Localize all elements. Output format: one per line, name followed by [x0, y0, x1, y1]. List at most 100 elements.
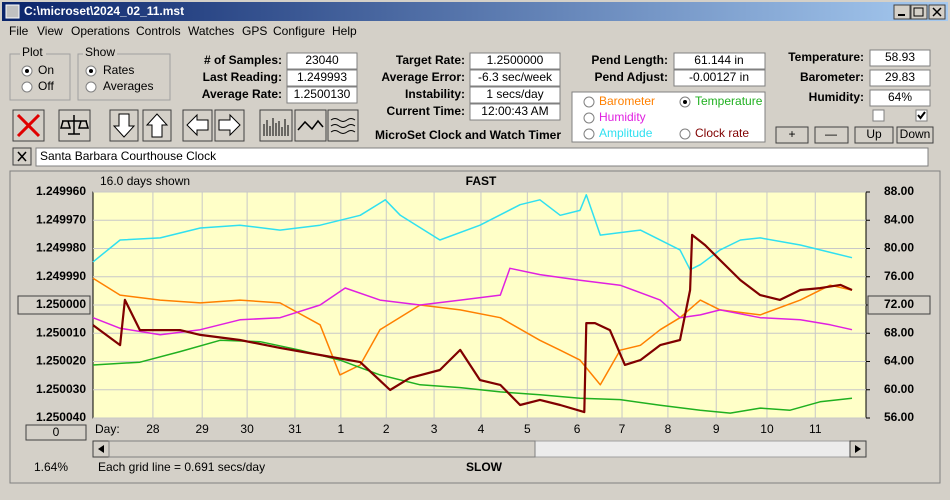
maximize-button[interactable] — [910, 4, 928, 20]
scroll-thumb[interactable] — [108, 440, 536, 458]
legend-label[interactable]: Barometer — [599, 94, 655, 108]
minimize-button[interactable] — [893, 4, 911, 20]
field-label: Average Error: — [381, 70, 465, 84]
radio-label[interactable]: Off — [38, 79, 54, 93]
field-value: 29.83 — [885, 70, 915, 84]
field-value: 64% — [888, 90, 912, 104]
radio-button[interactable] — [679, 128, 691, 140]
field-value: -0.00127 in — [689, 70, 749, 84]
button-label[interactable]: — — [825, 127, 837, 141]
offset-label[interactable]: 0 — [53, 425, 60, 439]
field-value: 1.2500000 — [487, 53, 544, 67]
button-label[interactable]: Up — [866, 127, 882, 141]
plot-layer — [92, 191, 866, 419]
field-value: 1 secs/day — [486, 87, 543, 101]
scroll-left-glyph — [98, 445, 104, 453]
radio-button[interactable] — [85, 81, 97, 93]
radio-button[interactable] — [21, 81, 33, 93]
field-label: Pend Length: — [591, 53, 668, 67]
button-label[interactable]: Down — [900, 127, 931, 141]
field-label: Barometer: — [800, 70, 864, 84]
x-tick-label: 1 — [337, 422, 344, 436]
y-tick-label: 1.250010 — [36, 325, 86, 339]
app-name: MicroSet Clock and Watch Timer — [375, 128, 561, 142]
field-label: Last Reading: — [203, 70, 282, 84]
center-button[interactable] — [17, 295, 91, 315]
x-tick-label: 30 — [240, 422, 254, 436]
radio-button[interactable] — [583, 112, 595, 124]
title-bar — [2, 2, 948, 21]
radio-button[interactable] — [583, 96, 595, 108]
radio-label[interactable]: Averages — [103, 79, 153, 93]
menu-item[interactable]: Watches — [188, 24, 234, 38]
legend-label[interactable]: Clock rate — [695, 126, 749, 140]
maximize-glyph — [913, 7, 924, 17]
button[interactable] — [814, 126, 849, 144]
bars-icon — [263, 118, 289, 136]
field-box — [673, 52, 766, 70]
field-value: 23040 — [305, 53, 339, 67]
menu-item[interactable]: Controls — [136, 24, 181, 38]
grid-note: Each grid line = 0.691 secs/day — [98, 460, 265, 474]
field-label: Instability: — [405, 87, 465, 101]
radio-label[interactable]: Rates — [103, 63, 134, 77]
show-group — [77, 53, 171, 101]
stop-icon — [16, 113, 41, 138]
field-label: Average Rate: — [202, 87, 282, 101]
button[interactable] — [854, 126, 894, 144]
field-value: 12:00:43 AM — [481, 104, 548, 118]
chart-subtitle: 16.0 days shown — [100, 174, 190, 188]
x-tick-label: 3 — [431, 422, 438, 436]
x-tick-label: 5 — [524, 422, 531, 436]
y-tick-label: 1.250030 — [36, 382, 86, 396]
radio-button[interactable] — [583, 128, 595, 140]
group-caption-bg — [83, 47, 117, 59]
menu-item[interactable]: Operations — [71, 24, 130, 38]
y2-tick-label: 88.00 — [884, 184, 914, 198]
toolbar — [12, 109, 359, 142]
y-tick-label: 1.249980 — [36, 241, 86, 255]
waves-button[interactable] — [327, 109, 359, 142]
y2-tick-label: 80.00 — [884, 241, 914, 255]
button-label[interactable]: + — [788, 127, 795, 141]
radio-dot — [683, 100, 687, 104]
field-value: -6.3 sec/week — [478, 70, 553, 84]
window-controls[interactable] — [893, 4, 946, 20]
button[interactable] — [896, 126, 934, 144]
offset-button[interactable] — [25, 424, 87, 441]
field-box — [286, 69, 358, 87]
menu-item[interactable]: Configure — [273, 24, 325, 38]
button[interactable] — [775, 126, 809, 144]
y-tick-label: 1.249970 — [36, 212, 86, 226]
center-button[interactable] — [867, 295, 931, 315]
field-box — [286, 52, 358, 70]
legend-label[interactable]: Temperature — [695, 94, 763, 108]
window-title: C:\microset\2024_02_11.mst — [24, 4, 184, 18]
x-tick-label: 28 — [146, 422, 160, 436]
radio-label[interactable]: On — [38, 63, 54, 77]
up-icon — [145, 113, 169, 138]
legend-label[interactable]: Amplitude — [599, 126, 653, 140]
balance-icon — [60, 115, 89, 135]
clock-name[interactable]: Santa Barbara Courthouse Clock — [40, 149, 217, 163]
clock-name-box[interactable] — [35, 147, 929, 167]
checkbox[interactable] — [872, 109, 885, 122]
field-box — [469, 69, 561, 87]
field-label: # of Samples: — [204, 53, 282, 67]
menu-item[interactable]: Help — [332, 24, 357, 38]
legend-label[interactable]: Humidity — [599, 110, 646, 124]
series-line — [92, 267, 853, 336]
x-tick-label: 29 — [196, 422, 210, 436]
chart-title: FAST — [466, 174, 497, 188]
y-tick-label: 1.250000 — [36, 297, 86, 311]
menu-item[interactable]: GPS — [242, 24, 267, 38]
x-tick-label: 10 — [760, 422, 774, 436]
series-line — [92, 339, 853, 414]
field-box — [286, 86, 358, 104]
field-box — [469, 86, 561, 104]
menu-item[interactable]: File — [9, 24, 29, 38]
close-glyph — [932, 7, 942, 17]
x-tick-label: 11 — [809, 422, 822, 436]
menu-item[interactable]: View — [37, 24, 63, 38]
percent-label: 1.64% — [34, 460, 68, 474]
